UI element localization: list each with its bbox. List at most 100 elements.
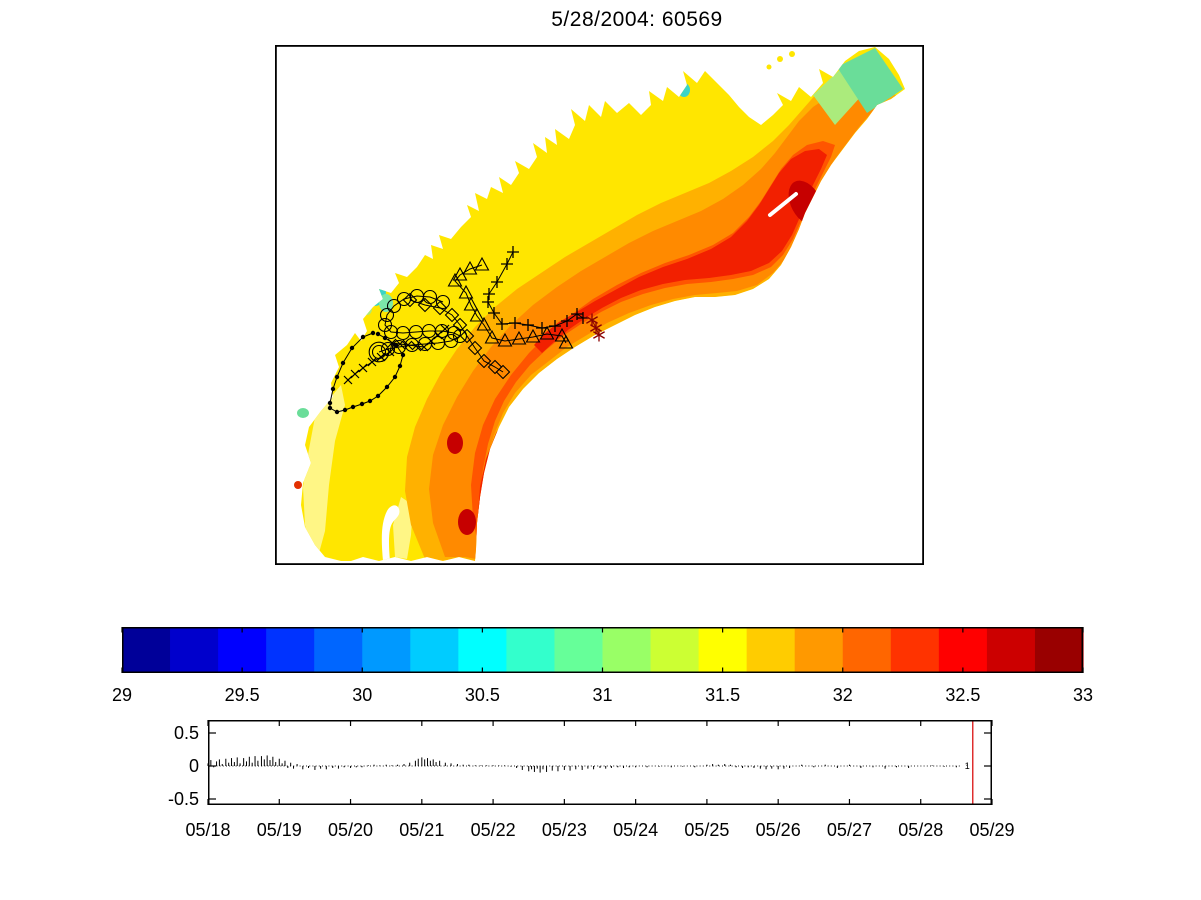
trajectory-line <box>409 299 504 373</box>
marker-dot <box>375 331 381 337</box>
colorbar-tick-label: 29.5 <box>225 685 260 705</box>
x-tick-label: 05/19 <box>257 820 302 840</box>
marker-plus <box>577 312 589 324</box>
marker-circle <box>386 298 402 314</box>
colorbar-cell <box>362 627 411 673</box>
marker-dot <box>367 398 373 404</box>
marker-plus <box>482 296 494 308</box>
marker-plus <box>501 258 513 270</box>
marker-plus <box>488 307 500 319</box>
marker-circle <box>379 307 395 323</box>
marker-plus <box>561 315 573 327</box>
marker-triangle <box>447 272 463 287</box>
marker-circle <box>391 339 407 355</box>
marker-diamond <box>495 364 511 380</box>
trajectory-asterisk <box>586 313 605 342</box>
colorbar-cell <box>794 627 844 673</box>
marker-x <box>358 363 368 373</box>
x-tick-label: 05/20 <box>328 820 373 840</box>
marker-x <box>367 357 377 367</box>
marker-dot <box>360 334 366 340</box>
trajectory-diamond <box>402 292 511 380</box>
colorbar-cell <box>410 627 459 673</box>
colorbar-cell <box>986 627 1036 673</box>
x-tick-label: 05/25 <box>684 820 729 840</box>
marker-plus <box>496 318 508 330</box>
marker-plus <box>509 317 521 329</box>
marker-asterisk <box>590 321 602 335</box>
colorbar-cell <box>1034 627 1084 673</box>
colorbar-border <box>122 627 1083 673</box>
contour-green <box>837 48 903 113</box>
colorbar-cell <box>314 627 363 673</box>
colorbar-cell <box>746 627 796 673</box>
x-tick-label: 05/27 <box>827 820 872 840</box>
marker-diamond <box>487 359 503 375</box>
hook-inlet <box>381 505 400 561</box>
contour-cyan <box>678 83 690 97</box>
marker-x <box>343 375 353 385</box>
marker-dot <box>327 400 333 406</box>
x-tick-label: 05/24 <box>613 820 658 840</box>
colorbar-cell <box>698 627 748 673</box>
marker-diamond <box>402 292 418 308</box>
colorbar-cell <box>938 627 988 673</box>
marker-double-circle <box>368 341 390 363</box>
marker-plus <box>491 276 503 288</box>
contour-dark-red <box>458 509 476 535</box>
colorbar-cell <box>122 627 171 673</box>
x-tick-label: 05/29 <box>969 820 1014 840</box>
y-tick-label: 0 <box>189 756 199 776</box>
marker-triangle <box>525 328 541 343</box>
y-tick-label: -0.5 <box>168 789 199 809</box>
map-axes-box <box>275 45 924 565</box>
contour-red <box>534 149 827 353</box>
marker-triangle <box>463 296 479 311</box>
marker-diamond <box>432 300 448 316</box>
timeseries-axes-box <box>208 720 992 805</box>
drifter-trajectories <box>327 246 605 415</box>
colorbar-tick-label: 32.5 <box>945 685 980 705</box>
timeseries-plot: 1 05/18 05/19 05/20 05/21 05/22 05/23 05/24 05/… <box>168 720 1015 840</box>
marker-dot <box>370 330 376 336</box>
figure-title: 5/28/2004: 60569 <box>551 8 723 31</box>
timeseries-data: 1 <box>207 720 974 805</box>
marker-triangle <box>558 334 574 349</box>
salinity-map <box>275 45 924 565</box>
y-tick-label: 0.5 <box>174 723 199 743</box>
shore-spot-red <box>294 481 302 489</box>
marker-dot <box>327 405 333 411</box>
trajectory-line <box>378 295 462 353</box>
island-green <box>297 408 309 418</box>
marker-diamond <box>476 353 492 369</box>
marker-diamond <box>459 328 475 344</box>
marker-dot <box>334 374 340 380</box>
contour-pale-yellow <box>303 385 345 553</box>
marker-dot <box>340 360 346 366</box>
marker-plus <box>483 288 495 300</box>
marker-dot <box>384 384 390 390</box>
colorbar-cell <box>170 627 219 673</box>
x-tick-label: 05/26 <box>756 820 801 840</box>
colorbar-tick-label: 29 <box>112 685 132 705</box>
trajectory-plus <box>482 246 589 334</box>
marker-dot <box>375 393 381 399</box>
marker-triangle <box>474 256 490 271</box>
x-tick-label: 05/18 <box>185 820 230 840</box>
colorbar-cell <box>458 627 507 673</box>
marker-triangle <box>539 325 555 340</box>
contour-dark-red <box>447 432 463 454</box>
marker-circle <box>396 291 412 307</box>
marker-triangle <box>476 316 492 331</box>
trajectory-triangle <box>447 256 574 349</box>
marker-circle <box>383 324 399 340</box>
marker-triangle <box>452 266 468 281</box>
island-yellow <box>777 56 783 62</box>
colorbar: 29 29.5 30 30.5 31 31.5 32 32.5 33 <box>112 627 1093 705</box>
marker-triangle <box>462 260 478 275</box>
marker-plus <box>522 319 534 331</box>
marker-dot <box>334 409 340 415</box>
colorbar-cells <box>122 627 1084 673</box>
x-tick-label: 05/22 <box>471 820 516 840</box>
